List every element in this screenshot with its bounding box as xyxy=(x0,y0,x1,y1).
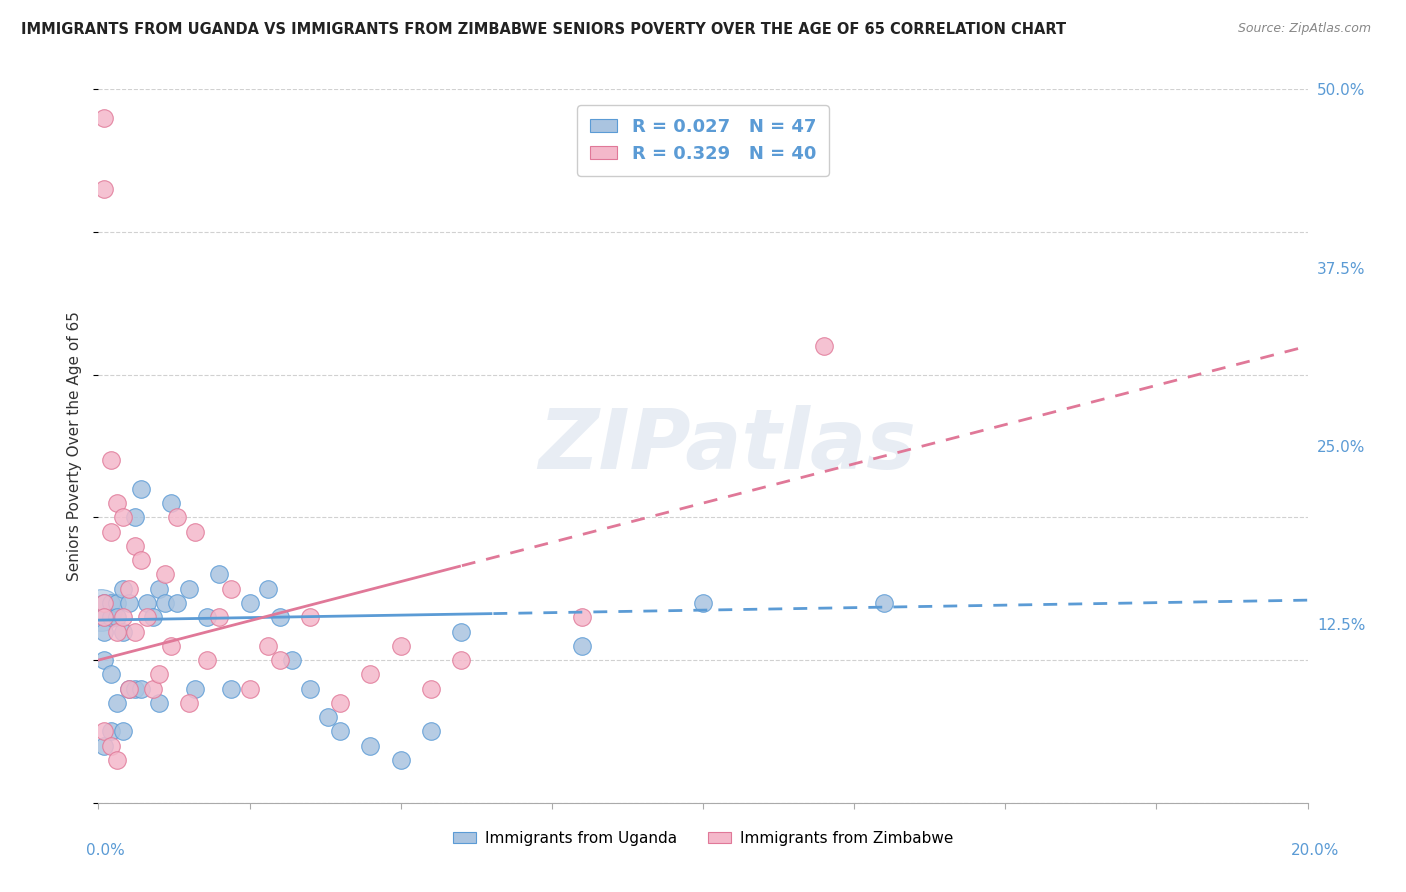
Point xyxy=(100,610,122,624)
Point xyxy=(256,639,278,653)
Point xyxy=(450,653,472,667)
Legend: Immigrants from Uganda, Immigrants from Zimbabwe: Immigrants from Uganda, Immigrants from … xyxy=(447,825,959,852)
Point xyxy=(93,739,115,753)
Point xyxy=(450,624,472,639)
Point xyxy=(179,696,201,710)
Point xyxy=(93,724,115,739)
Point xyxy=(142,610,165,624)
Point xyxy=(124,539,146,553)
Point xyxy=(93,596,115,610)
Point xyxy=(93,610,115,624)
Point xyxy=(153,596,176,610)
Point xyxy=(166,596,188,610)
Point xyxy=(100,596,122,610)
Point xyxy=(420,681,443,696)
Point xyxy=(105,753,128,767)
Point xyxy=(100,453,122,467)
Point xyxy=(269,610,291,624)
Point xyxy=(118,681,141,696)
Point xyxy=(93,624,115,639)
Point xyxy=(148,582,170,596)
Point xyxy=(100,524,122,539)
Point xyxy=(105,696,128,710)
Point xyxy=(873,596,896,610)
Text: IMMIGRANTS FROM UGANDA VS IMMIGRANTS FROM ZIMBABWE SENIORS POVERTY OVER THE AGE : IMMIGRANTS FROM UGANDA VS IMMIGRANTS FRO… xyxy=(21,22,1066,37)
Point xyxy=(135,596,157,610)
Point xyxy=(299,681,322,696)
Point xyxy=(195,610,218,624)
Point xyxy=(184,681,207,696)
Point xyxy=(111,724,134,739)
Point xyxy=(166,510,188,524)
Point xyxy=(813,339,835,353)
Point xyxy=(256,582,278,596)
Point xyxy=(118,681,141,696)
Point xyxy=(129,553,152,567)
Point xyxy=(124,624,146,639)
Point xyxy=(329,724,352,739)
Text: 20.0%: 20.0% xyxy=(1291,843,1339,858)
Point xyxy=(571,639,593,653)
Point xyxy=(105,496,128,510)
Point xyxy=(239,596,262,610)
Point xyxy=(129,482,152,496)
Text: Source: ZipAtlas.com: Source: ZipAtlas.com xyxy=(1237,22,1371,36)
Point xyxy=(93,596,115,610)
Point xyxy=(124,681,146,696)
Point xyxy=(208,567,231,582)
Point xyxy=(111,510,134,524)
Point xyxy=(111,582,134,596)
Point xyxy=(160,639,183,653)
Point xyxy=(389,753,412,767)
Point xyxy=(111,610,134,624)
Text: ZIPatlas: ZIPatlas xyxy=(538,406,917,486)
Point xyxy=(105,610,128,624)
Point xyxy=(184,524,207,539)
Point xyxy=(142,681,165,696)
Point xyxy=(118,596,141,610)
Point xyxy=(316,710,339,724)
Point xyxy=(105,624,128,639)
Point xyxy=(208,610,231,624)
Point xyxy=(389,639,412,653)
Point xyxy=(360,739,382,753)
Point xyxy=(93,111,115,125)
Point xyxy=(148,696,170,710)
Point xyxy=(360,667,382,681)
Point xyxy=(281,653,304,667)
Point xyxy=(299,610,322,624)
Point xyxy=(195,653,218,667)
Point xyxy=(153,567,176,582)
Point xyxy=(571,610,593,624)
Point xyxy=(692,596,714,610)
Point xyxy=(329,696,352,710)
Text: 0.0%: 0.0% xyxy=(86,843,125,858)
Point xyxy=(148,667,170,681)
Point xyxy=(105,596,128,610)
Point xyxy=(100,667,122,681)
Point xyxy=(221,582,243,596)
Point xyxy=(179,582,201,596)
Point xyxy=(100,739,122,753)
Point xyxy=(269,653,291,667)
Point xyxy=(221,681,243,696)
Y-axis label: Seniors Poverty Over the Age of 65: Seniors Poverty Over the Age of 65 xyxy=(67,311,83,581)
Point xyxy=(118,582,141,596)
Point xyxy=(93,653,115,667)
Point xyxy=(160,496,183,510)
Point xyxy=(90,603,112,617)
Point xyxy=(111,624,134,639)
Point xyxy=(93,182,115,196)
Point xyxy=(239,681,262,696)
Point xyxy=(129,681,152,696)
Point xyxy=(420,724,443,739)
Point xyxy=(93,610,115,624)
Point xyxy=(135,610,157,624)
Point xyxy=(100,724,122,739)
Point xyxy=(124,510,146,524)
